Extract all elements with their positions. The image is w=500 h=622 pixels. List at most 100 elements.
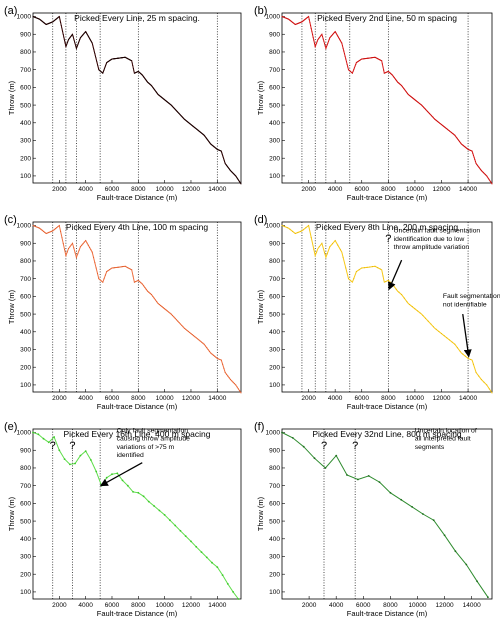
- data-point: [74, 44, 77, 46]
- data-point: [189, 331, 191, 334]
- data-point: [97, 67, 100, 69]
- data-point: [367, 475, 370, 477]
- data-point: [104, 65, 106, 67]
- data-point: [321, 36, 324, 38]
- panel-c: (c) Picked Every 4th Line, 100 m spacing 1…: [4, 214, 242, 411]
- x-axis-label: Fault-trace Distance (m): [97, 609, 178, 618]
- data-point: [235, 384, 237, 386]
- data-point: [59, 19, 61, 21]
- data-point: [472, 363, 474, 365]
- y-tick-label: 800: [269, 258, 280, 265]
- data-point: [381, 63, 383, 65]
- data-point: [382, 66, 384, 68]
- data-point: [77, 44, 79, 46]
- y-tick-label: 800: [269, 465, 280, 472]
- data-point: [40, 228, 42, 230]
- y-tick-label: 300: [269, 554, 280, 561]
- data-point: [126, 484, 129, 487]
- data-point: [166, 310, 168, 312]
- panel-f: (f) Picked Every 32nd Line, 800 m spacing…: [254, 421, 493, 618]
- y-tick-label: 500: [269, 518, 280, 525]
- data-point: [448, 339, 451, 341]
- data-point: [315, 44, 317, 46]
- data-point: [33, 225, 35, 227]
- data-point: [177, 320, 179, 322]
- data-point: [93, 256, 95, 258]
- data-point: [401, 85, 403, 87]
- data-point: [480, 379, 482, 381]
- data-point: [422, 513, 424, 515]
- data-point: [174, 317, 176, 319]
- data-point: [219, 358, 221, 361]
- data-point: [337, 35, 339, 37]
- annotation-text: causing throw amplitude: [117, 436, 191, 443]
- data-point: [63, 38, 65, 40]
- y-tick-label: 100: [269, 173, 280, 180]
- y-tick-label: 200: [269, 571, 280, 578]
- data-point: [383, 69, 385, 71]
- data-point: [222, 155, 224, 157]
- data-point: [84, 450, 87, 452]
- y-tick-label: 700: [20, 276, 31, 283]
- data-point: [62, 32, 64, 34]
- x-tick-label: 10000: [408, 602, 426, 609]
- x-tick-label: 8000: [131, 395, 146, 402]
- data-point: [71, 242, 74, 244]
- data-point: [85, 240, 87, 242]
- data-point: [105, 62, 107, 65]
- data-point: [454, 134, 456, 136]
- data-point: [60, 25, 62, 27]
- data-point: [42, 437, 45, 440]
- data-point: [310, 28, 312, 30]
- data-point: [162, 307, 164, 309]
- data-point: [425, 109, 427, 111]
- series-markers: [32, 15, 242, 185]
- data-point: [346, 63, 348, 65]
- data-point: [93, 49, 95, 51]
- data-point: [326, 44, 328, 46]
- data-point: [66, 44, 68, 46]
- data-point: [56, 227, 58, 229]
- data-point: [443, 335, 445, 337]
- x-tick-label: 14000: [463, 602, 481, 609]
- panel-d: (d) Picked Every 8th Line, 200 m spacing 1…: [254, 214, 500, 411]
- x-tick-label: 10000: [156, 395, 174, 402]
- data-point: [110, 268, 112, 270]
- data-point: [432, 519, 435, 522]
- data-point: [222, 154, 224, 156]
- data-point: [44, 231, 46, 233]
- data-point: [154, 299, 156, 301]
- data-point: [310, 25, 312, 27]
- data-point: [103, 278, 105, 280]
- data-point: [79, 246, 81, 248]
- data-point: [422, 314, 424, 317]
- data-point: [103, 69, 105, 71]
- data-point: [323, 40, 325, 42]
- x-tick-label: 14000: [459, 395, 477, 402]
- data-point: [74, 43, 76, 45]
- data-point: [74, 252, 76, 254]
- data-point: [121, 479, 124, 482]
- data-point: [42, 230, 45, 232]
- data-point: [77, 253, 79, 255]
- data-point: [35, 226, 37, 228]
- y-tick-label: 700: [269, 483, 280, 490]
- y-tick-label: 600: [20, 294, 31, 301]
- data-point: [478, 167, 480, 169]
- data-point: [133, 71, 135, 73]
- data-point: [76, 45, 78, 47]
- data-point: [458, 139, 460, 142]
- data-point: [131, 60, 133, 62]
- annotation-text: segments: [415, 444, 445, 451]
- data-point: [229, 379, 232, 381]
- data-point: [212, 354, 214, 356]
- data-point: [223, 160, 226, 163]
- data-point: [111, 473, 113, 476]
- data-point: [223, 158, 225, 160]
- data-point: [142, 495, 145, 498]
- x-tick-label: 4000: [78, 186, 93, 193]
- data-point: [205, 556, 208, 559]
- data-point: [333, 32, 335, 34]
- data-point: [318, 37, 320, 39]
- data-point: [406, 92, 408, 94]
